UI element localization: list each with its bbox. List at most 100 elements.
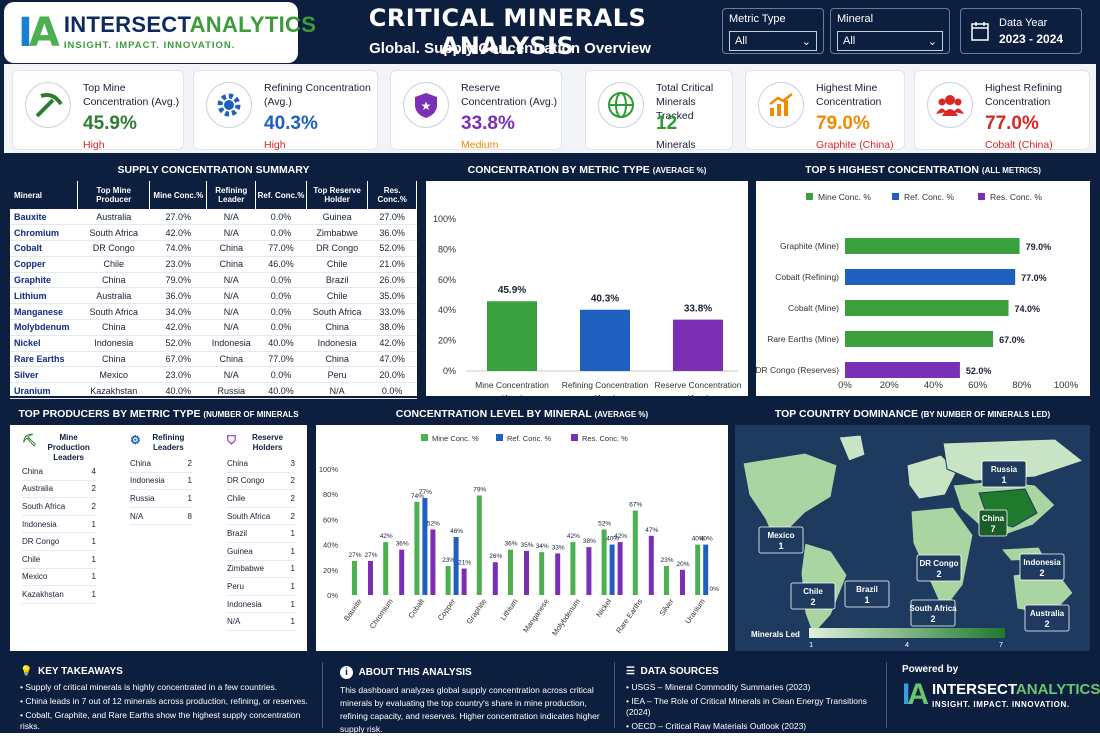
data-year-box[interactable]: Data Year 2023 - 2024 bbox=[960, 8, 1082, 54]
list-item[interactable]: DR Congo 2 bbox=[227, 473, 295, 491]
list-item[interactable]: Kazakhstan 1 bbox=[22, 586, 96, 604]
metric-type-filter[interactable]: Metric Type All ⌄ bbox=[722, 8, 824, 54]
table-row[interactable]: Nickel Indonesia 52.0% Indonesia 40.0% Indone… bbox=[10, 335, 417, 352]
table-cell: N/A bbox=[206, 224, 256, 242]
list-item[interactable]: Russia 1 bbox=[130, 490, 192, 508]
list-item[interactable]: South Africa 2 bbox=[22, 498, 96, 516]
table-row[interactable]: Rare Earths China 67.0% China 77.0% China 47.0… bbox=[10, 351, 417, 368]
bar[interactable] bbox=[845, 362, 960, 378]
bar[interactable] bbox=[445, 566, 451, 595]
list-item[interactable]: Mexico 1 bbox=[22, 569, 96, 587]
map-label-box bbox=[758, 526, 804, 554]
bar[interactable] bbox=[703, 544, 709, 595]
list-item[interactable]: Brazil 1 bbox=[227, 525, 295, 543]
bar[interactable] bbox=[609, 544, 615, 595]
bar[interactable] bbox=[383, 542, 389, 595]
table-row[interactable]: Uranium Kazakhstan 40.0% Russia 40.0% N/A 0.0% bbox=[10, 382, 417, 400]
calendar-icon bbox=[971, 22, 989, 41]
table-row[interactable]: Molybdenum China 42.0% N/A 0.0% China 38.0% bbox=[10, 319, 417, 336]
table-row[interactable]: Cobalt DR Congo 74.0% China 77.0% DR Congo 52.… bbox=[10, 240, 417, 257]
bar[interactable] bbox=[508, 549, 513, 595]
footer-brand-name: INTERSECTANALYTICS bbox=[932, 681, 1100, 698]
bar[interactable] bbox=[430, 529, 436, 595]
bar[interactable] bbox=[673, 319, 723, 371]
list-item[interactable]: N/A 8 bbox=[130, 508, 192, 526]
bar[interactable] bbox=[845, 238, 1020, 254]
bar[interactable] bbox=[695, 544, 701, 595]
list-item[interactable]: N/A 1 bbox=[227, 613, 295, 631]
bar[interactable] bbox=[845, 269, 1016, 285]
bar[interactable] bbox=[399, 549, 405, 595]
table-row[interactable]: Copper Chile 23.0% China 46.0% Chile 21.0% bbox=[10, 256, 417, 273]
bar[interactable] bbox=[453, 537, 459, 595]
bar[interactable] bbox=[422, 497, 428, 595]
logo-mark-icon: IA bbox=[18, 9, 60, 56]
list-item[interactable]: Chile 1 bbox=[22, 551, 96, 569]
bar[interactable] bbox=[352, 560, 357, 595]
data-label: 40.3% bbox=[591, 294, 619, 305]
list-item[interactable]: Indonesia 1 bbox=[130, 473, 192, 491]
bar[interactable] bbox=[570, 542, 576, 595]
mineral-filter[interactable]: Mineral All ⌄ bbox=[830, 8, 950, 54]
bar[interactable] bbox=[414, 501, 420, 595]
table-header: Mineral bbox=[10, 181, 79, 209]
bar[interactable] bbox=[539, 552, 545, 595]
metric-type-select[interactable]: All ⌄ bbox=[729, 31, 817, 51]
bar[interactable] bbox=[617, 542, 623, 595]
bar[interactable] bbox=[648, 535, 654, 595]
bar[interactable] bbox=[845, 331, 994, 347]
table-row[interactable]: Graphite China 79.0% N/A 0.0% Brazil 26.0% bbox=[10, 272, 417, 289]
list-item[interactable]: DR Congo 1 bbox=[22, 533, 96, 551]
bar[interactable] bbox=[601, 529, 607, 595]
page-title: CRITICAL MINERALS ANALYSIS bbox=[368, 4, 647, 60]
bar[interactable] bbox=[680, 569, 685, 595]
table-row[interactable]: Lithium Australia 36.0% N/A 0.0% Chile 35.0% bbox=[10, 287, 417, 305]
list-item[interactable]: Zimbabwe 1 bbox=[227, 561, 295, 579]
data-label: 23% bbox=[660, 557, 673, 564]
bar[interactable] bbox=[476, 495, 482, 595]
table-row[interactable]: Bauxite Australia 27.0% N/A 0.0% Guinea 27.0% bbox=[10, 209, 417, 226]
list-item[interactable]: Chile 2 bbox=[227, 490, 295, 508]
russia-region[interactable] bbox=[942, 438, 1085, 482]
table-row[interactable]: Manganese South Africa 34.0% N/A 0.0% South A… bbox=[10, 303, 417, 321]
table-cell: Australia bbox=[77, 287, 150, 305]
list-item[interactable]: China 2 bbox=[130, 455, 192, 473]
list-item[interactable]: Indonesia 1 bbox=[227, 596, 295, 614]
bar[interactable] bbox=[524, 550, 529, 595]
greenland-region[interactable] bbox=[838, 434, 866, 462]
bar[interactable] bbox=[664, 566, 669, 595]
north-america-region[interactable] bbox=[742, 452, 838, 538]
list-item[interactable]: Indonesia 1 bbox=[22, 516, 96, 534]
list-item[interactable]: China 4 bbox=[22, 463, 96, 481]
table-cell: Manganese bbox=[10, 303, 78, 321]
table-cell: Australia bbox=[77, 209, 150, 226]
list-item[interactable]: Peru 1 bbox=[227, 578, 295, 596]
table-row[interactable]: Silver Mexico 23.0% N/A 0.0% Peru 20.0% bbox=[10, 366, 417, 384]
europe-region[interactable] bbox=[906, 454, 958, 500]
bar[interactable] bbox=[487, 301, 537, 371]
bar[interactable] bbox=[845, 300, 1009, 316]
list-item[interactable]: Australia 2 bbox=[22, 481, 96, 499]
list-item[interactable]: China 3 bbox=[227, 455, 295, 473]
bar[interactable] bbox=[461, 568, 467, 595]
bar[interactable] bbox=[492, 562, 498, 595]
bar[interactable] bbox=[368, 560, 373, 595]
mineral-select[interactable]: All ⌄ bbox=[837, 31, 943, 51]
bar[interactable] bbox=[632, 510, 638, 595]
list-item[interactable]: Guinea 1 bbox=[227, 543, 295, 561]
bar[interactable] bbox=[555, 553, 561, 595]
table-row[interactable]: Chromium South Africa 42.0% N/A 0.0% Zimbabwe… bbox=[10, 224, 417, 242]
bar[interactable] bbox=[586, 547, 592, 595]
list-item[interactable]: South Africa 2 bbox=[227, 508, 295, 526]
bar[interactable] bbox=[580, 309, 630, 371]
